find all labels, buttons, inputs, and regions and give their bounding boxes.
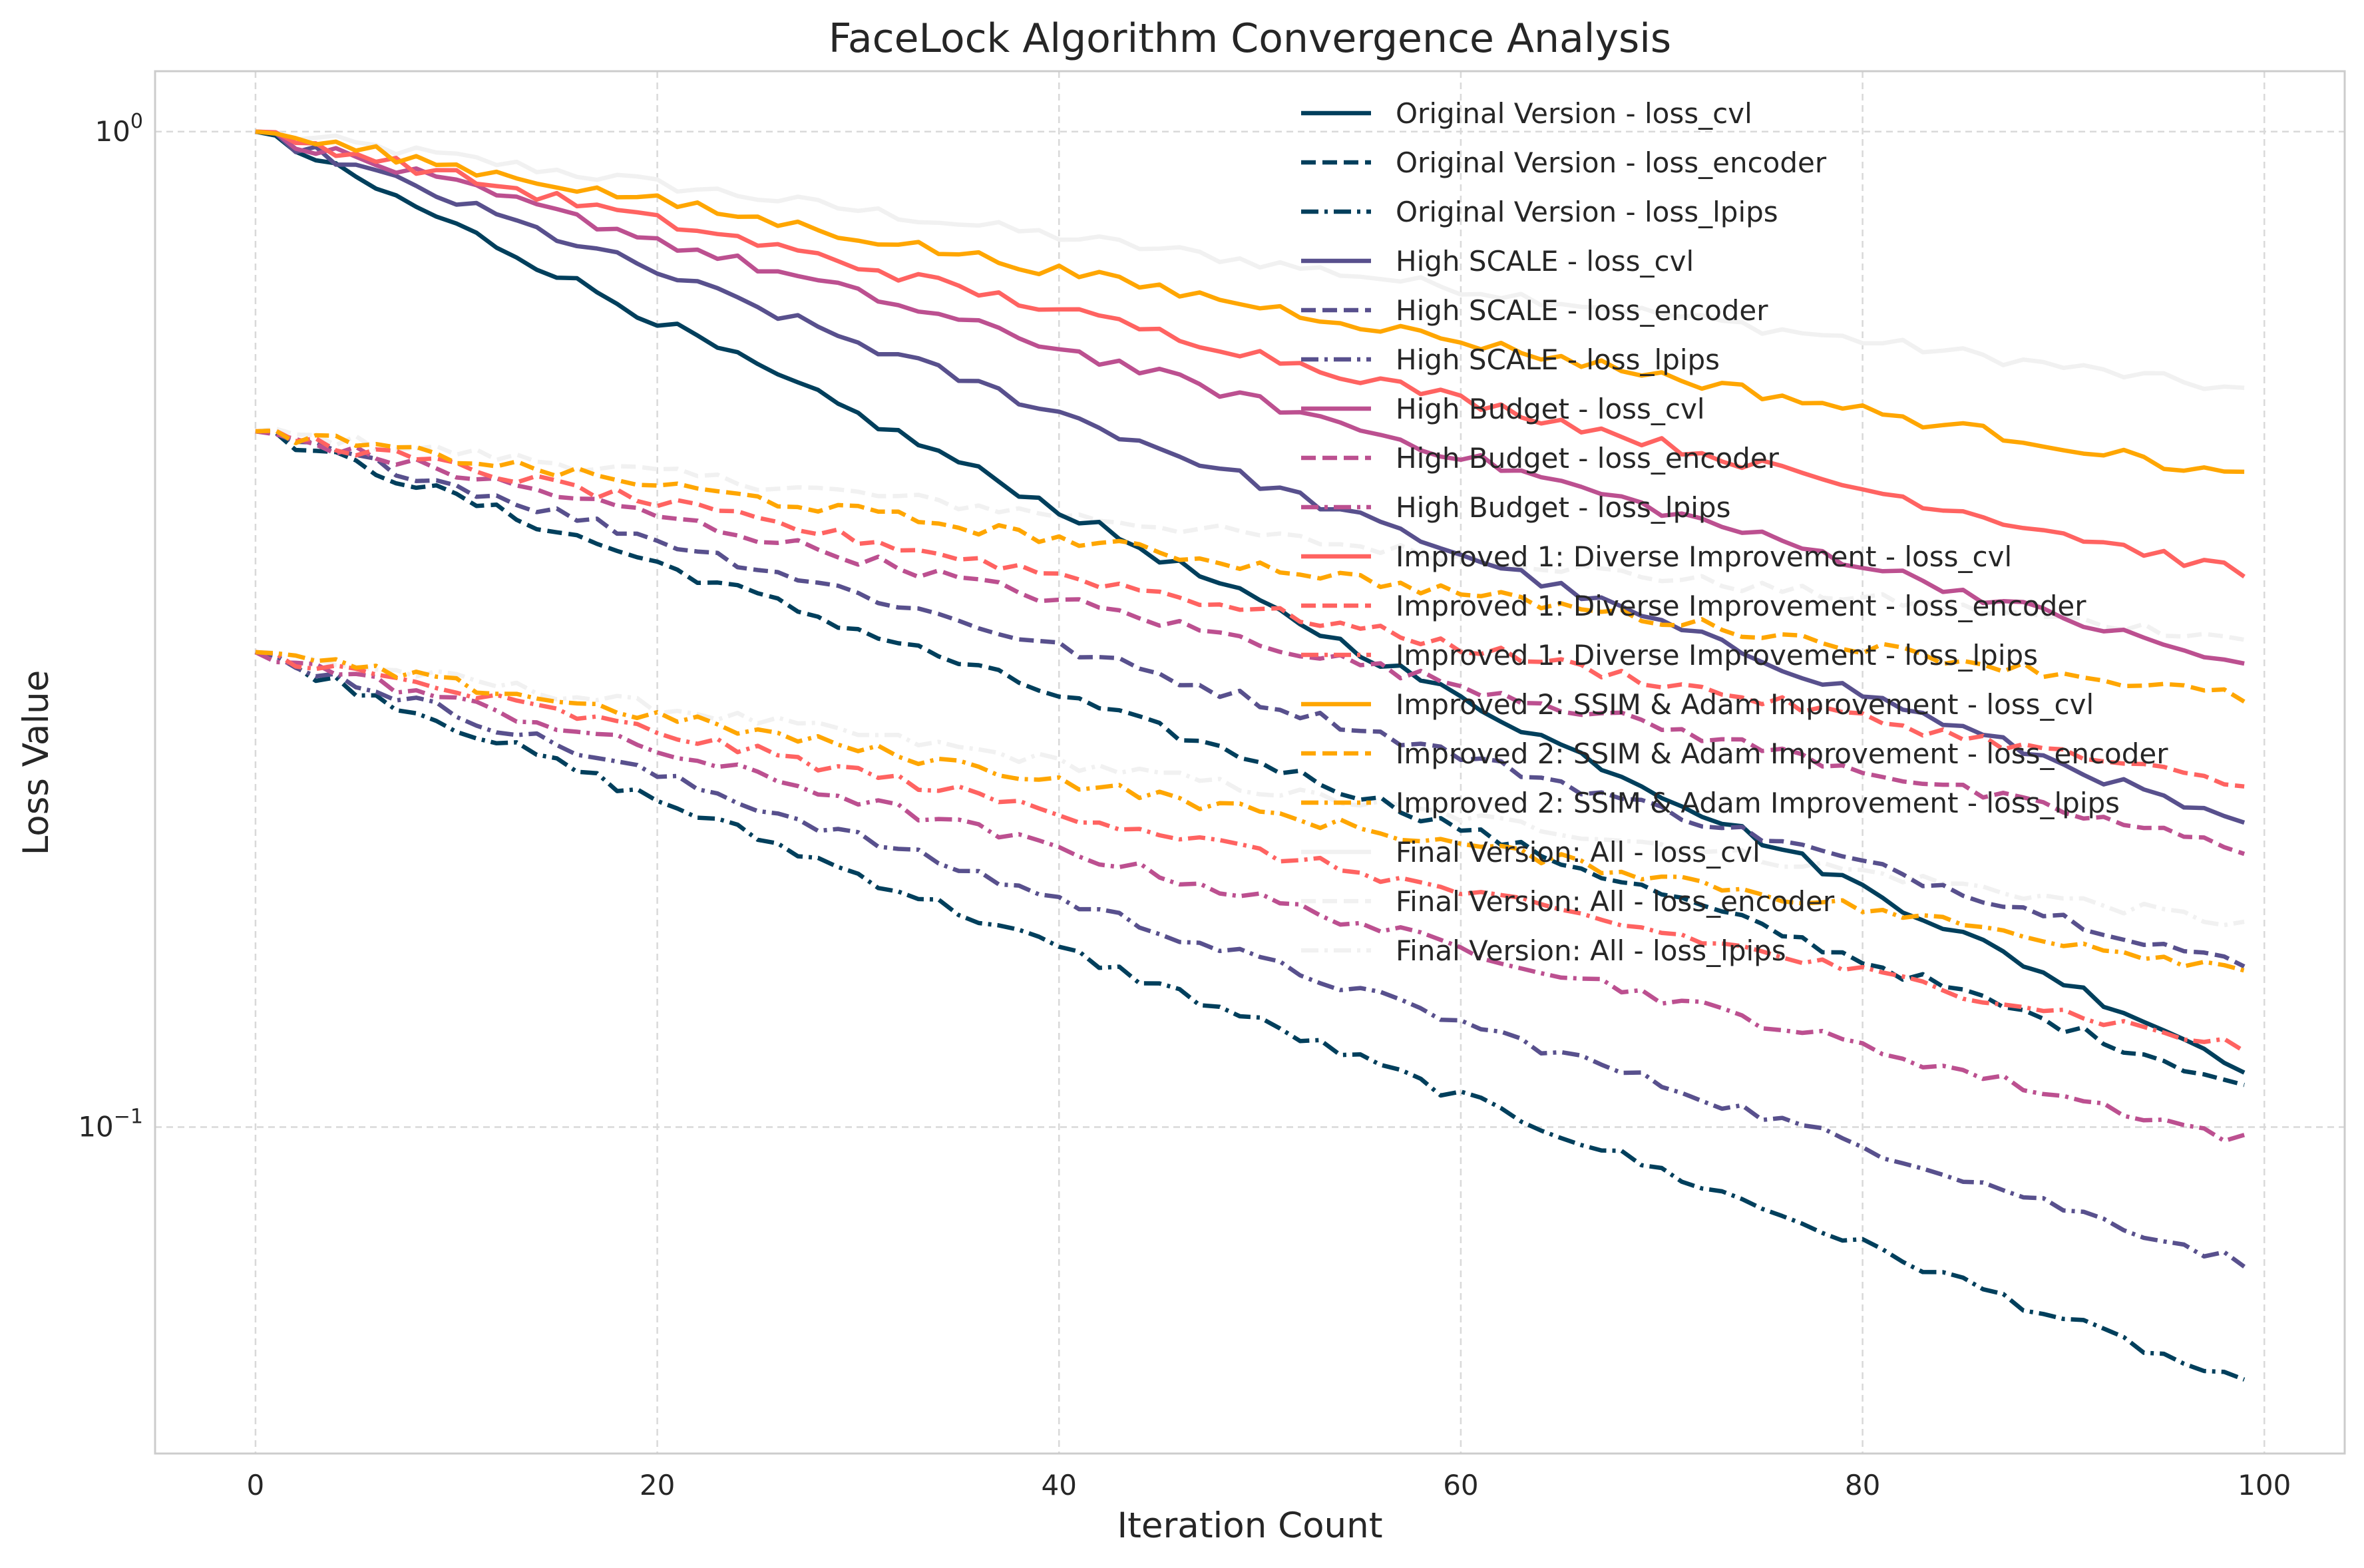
legend-label: Improved 2: SSIM & Adam Improvement - lo… xyxy=(1396,787,2120,819)
legend-label: Original Version - loss_lpips xyxy=(1396,196,1778,228)
series-line xyxy=(255,428,2245,789)
series-line xyxy=(255,429,2246,969)
x-tick-label: 100 xyxy=(2238,1469,2291,1501)
series-line xyxy=(255,129,2246,579)
legend-label: Improved 2: SSIM & Adam Improvement - lo… xyxy=(1396,737,2168,770)
y-axis-label: Loss Value xyxy=(16,670,57,856)
x-tick-label: 40 xyxy=(1042,1469,1077,1501)
series-line xyxy=(255,129,2246,825)
series-line xyxy=(255,650,2245,973)
series-lines xyxy=(254,129,2246,1382)
chart-title: FaceLock Algorithm Convergence Analysis xyxy=(829,15,1671,62)
legend-label: High SCALE - loss_lpips xyxy=(1396,343,1720,376)
legend-label: Improved 1: Diverse Improvement - loss_l… xyxy=(1396,639,2038,672)
legend-label: High SCALE - loss_encoder xyxy=(1396,294,1768,327)
series-line xyxy=(255,650,2246,1382)
series-line xyxy=(255,129,2245,391)
series-line xyxy=(255,129,2245,666)
y-tick-label: 10−1 xyxy=(78,1105,143,1143)
x-axis-label: Iteration Count xyxy=(1117,1505,1382,1546)
legend-label: Original Version - loss_cvl xyxy=(1396,97,1752,130)
series-line xyxy=(254,650,2246,1143)
legend-label: High Budget - loss_encoder xyxy=(1396,442,1780,475)
grid-lines xyxy=(155,71,2345,1454)
axis-ticks: 0 20 40 60 80 100 100 10−1 xyxy=(78,110,2291,1501)
legend-label: Improved 1: Diverse Improvement - loss_e… xyxy=(1396,590,2086,622)
legend-label: Final Version: All - loss_encoder xyxy=(1396,885,1835,918)
legend-label: Final Version: All - loss_lpips xyxy=(1396,934,1786,967)
x-tick-label: 20 xyxy=(640,1469,675,1501)
x-tick-label: 0 xyxy=(247,1469,265,1501)
series-line xyxy=(255,429,2246,857)
legend-label: High SCALE - loss_cvl xyxy=(1396,245,1694,278)
legend-label: High Budget - loss_cvl xyxy=(1396,393,1705,425)
legend-label: Improved 2: SSIM & Adam Improvement - lo… xyxy=(1396,688,2094,721)
legend-label: High Budget - loss_lpips xyxy=(1396,491,1730,524)
series-line xyxy=(255,129,2245,475)
legend-label: Improved 1: Diverse Improvement - loss_c… xyxy=(1396,540,2012,573)
plot-frame xyxy=(154,70,2346,1455)
series-line xyxy=(255,428,2246,704)
x-tick-label: 80 xyxy=(1845,1469,1880,1501)
series-line xyxy=(255,650,2246,1054)
legend-label: Original Version - loss_encoder xyxy=(1396,146,1827,179)
legend-label: Final Version: All - loss_cvl xyxy=(1396,836,1760,869)
y-tick-label: 100 xyxy=(95,110,143,148)
legend: Original Version - loss_cvl Original Vers… xyxy=(1301,97,2168,967)
x-tick-label: 60 xyxy=(1443,1469,1478,1501)
